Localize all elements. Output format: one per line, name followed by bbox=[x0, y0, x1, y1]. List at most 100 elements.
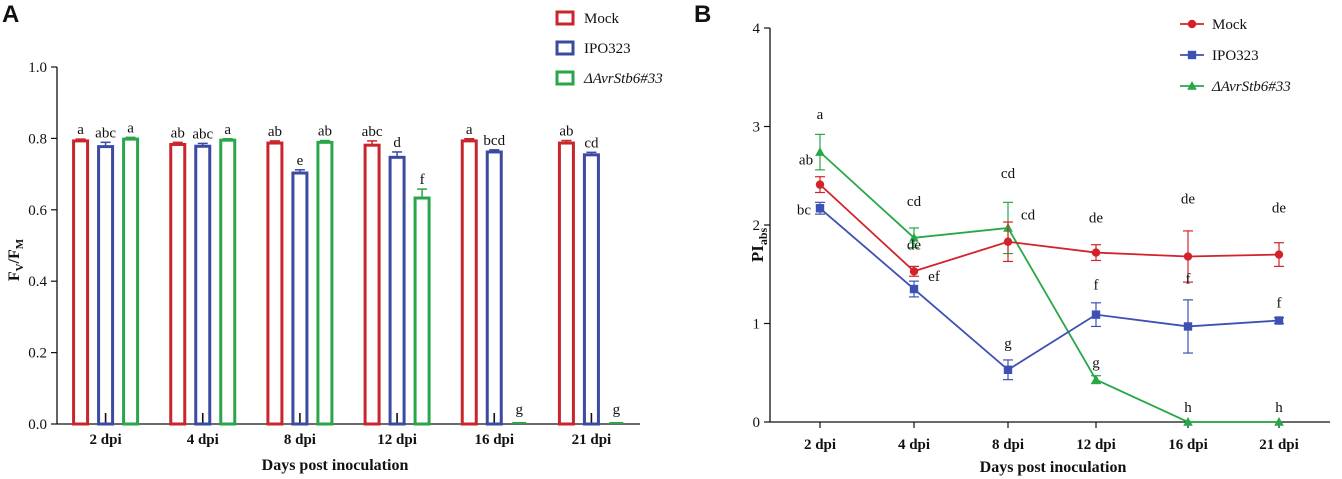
panel-a-ylabel: FV/FM bbox=[6, 238, 26, 281]
point-2-0 bbox=[815, 147, 825, 156]
point-1-4 bbox=[1183, 322, 1193, 331]
series-line-2 bbox=[819, 151, 1279, 423]
data-label: g bbox=[1092, 356, 1100, 372]
panel-a-legend: Mock IPO323 ΔAvrStb6#33 bbox=[555, 10, 663, 87]
bar-0-1 bbox=[169, 142, 187, 426]
point-1-0 bbox=[815, 204, 825, 213]
bar-2-1 bbox=[219, 138, 237, 426]
data-label: ab bbox=[318, 124, 332, 140]
data-label: ab bbox=[268, 124, 282, 140]
data-label: ab bbox=[559, 124, 573, 140]
point-2-5 bbox=[1274, 417, 1284, 426]
data-label: f bbox=[420, 172, 425, 188]
panel-b: B 0 1 2 3 4 2 dpi 4 dpi 8 dpi 12 dpi 16 dpi 21 dpi… bbox=[694, 1, 1330, 476]
point-0-3 bbox=[1091, 248, 1101, 257]
panel-b-xtick-label: 12 dpi bbox=[1076, 437, 1116, 453]
bar-2-3 bbox=[413, 196, 431, 426]
point-0-4 bbox=[1183, 252, 1193, 261]
data-label: e bbox=[297, 153, 304, 169]
bar-0-2 bbox=[266, 141, 284, 426]
panel-a-xtick-label: 21 dpi bbox=[572, 432, 612, 448]
data-label: cd bbox=[584, 135, 599, 151]
legend-label: IPO323 bbox=[1212, 48, 1259, 64]
panel-b-letter: B bbox=[694, 1, 711, 28]
legend-label: ΔAvrStb6#33 bbox=[1211, 79, 1291, 95]
legend-label: IPO323 bbox=[584, 41, 631, 57]
panel-a-ytick-label: 0.6 bbox=[28, 203, 47, 219]
panel-a-xtick-label: 16 dpi bbox=[474, 432, 514, 448]
point-0-1 bbox=[909, 267, 919, 276]
data-label: f bbox=[1186, 271, 1191, 287]
data-label: g bbox=[613, 402, 621, 418]
panel-a-xtick-label: 12 dpi bbox=[377, 432, 417, 448]
bar-0-0 bbox=[72, 139, 90, 426]
bar-1-3 bbox=[388, 155, 406, 426]
panel-a-letter: A bbox=[2, 1, 19, 28]
point-1-1 bbox=[909, 284, 919, 294]
data-label: h bbox=[1184, 400, 1192, 416]
panel-a-ytick-label: 0.2 bbox=[28, 346, 47, 362]
bar-2-2 bbox=[316, 140, 334, 426]
point-0-5 bbox=[1274, 250, 1284, 259]
data-label: de bbox=[1089, 211, 1104, 227]
data-label: d bbox=[393, 135, 401, 151]
legend-swatch bbox=[555, 10, 575, 26]
bar-0-3 bbox=[363, 143, 381, 426]
panel-b-xtick-label: 21 dpi bbox=[1259, 437, 1299, 453]
data-label: ab bbox=[799, 153, 813, 169]
series-line-1 bbox=[819, 207, 1280, 371]
data-label: a bbox=[466, 122, 473, 138]
data-label: de bbox=[1181, 192, 1196, 208]
data-label: cd bbox=[1021, 208, 1036, 224]
data-label: bc bbox=[797, 202, 812, 218]
panel-b-ytick-label: 0 bbox=[753, 415, 761, 431]
legend-label: ΔAvrStb6#33 bbox=[583, 71, 663, 87]
series-line-0 bbox=[819, 183, 1280, 273]
data-label: h bbox=[1275, 400, 1283, 416]
point-2-1 bbox=[909, 232, 919, 242]
point-2-4 bbox=[1183, 417, 1193, 426]
point-1-3 bbox=[1091, 310, 1101, 319]
panel-a-xlabel: Days post inoculation bbox=[262, 457, 409, 474]
panel-a-axes: 0.0 0.2 0.4 0.6 0.8 1.0 2 dpi 4 dpi 8 dpi 12 dpi 1… bbox=[28, 60, 640, 448]
data-label: f bbox=[1094, 278, 1099, 294]
panel-a-ytick-label: 0.0 bbox=[28, 417, 47, 433]
data-label: abc bbox=[95, 125, 116, 141]
panel-b-axes: 0 1 2 3 4 2 dpi 4 dpi 8 dpi 12 dpi 16 dpi 21 dpi bbox=[753, 21, 1330, 453]
data-label: a bbox=[224, 122, 231, 138]
panel-b-ytick-label: 3 bbox=[753, 120, 761, 136]
panel-b-xtick-label: 4 dpi bbox=[898, 437, 930, 453]
panel-b-ytick-label: 1 bbox=[753, 317, 761, 333]
bar-1-0 bbox=[97, 145, 115, 426]
panel-b-xtick-label: 8 dpi bbox=[992, 437, 1024, 453]
legend-marker bbox=[1187, 81, 1197, 90]
data-label: de bbox=[907, 237, 922, 253]
panel-b-ytick-label: 4 bbox=[753, 21, 761, 37]
panel-a-xtick-label: 4 dpi bbox=[187, 432, 219, 448]
bar-1-4 bbox=[485, 150, 503, 426]
legend-marker bbox=[1187, 19, 1197, 29]
point-0-0 bbox=[815, 180, 825, 189]
data-label: ef bbox=[928, 269, 940, 285]
panel-b-ylabel: PIabs bbox=[748, 227, 770, 262]
bar-1-2 bbox=[291, 171, 309, 426]
legend-label: Mock bbox=[584, 11, 619, 27]
data-label: bcd bbox=[483, 133, 505, 149]
panel-a: A 0.0 0.2 0.4 0.6 0.8 1.0 2 dpi 4 dpi 8 dpi 12 dp… bbox=[2, 1, 663, 474]
data-label: a bbox=[77, 122, 84, 138]
data-label: f bbox=[1277, 296, 1282, 312]
bar-1-1 bbox=[194, 144, 212, 426]
bar-1-5 bbox=[582, 153, 600, 426]
bar-0-5 bbox=[557, 141, 575, 426]
panel-a-ytick-label: 0.4 bbox=[28, 274, 47, 290]
panel-a-xtick-label: 8 dpi bbox=[284, 432, 316, 448]
legend-swatch bbox=[555, 40, 575, 56]
bar-0-4 bbox=[460, 139, 478, 426]
data-label: abc bbox=[192, 126, 213, 142]
data-label: g bbox=[1004, 336, 1012, 352]
data-label: a bbox=[127, 120, 134, 136]
legend-marker bbox=[1187, 50, 1197, 60]
panel-a-xtick-label: 2 dpi bbox=[90, 432, 122, 448]
